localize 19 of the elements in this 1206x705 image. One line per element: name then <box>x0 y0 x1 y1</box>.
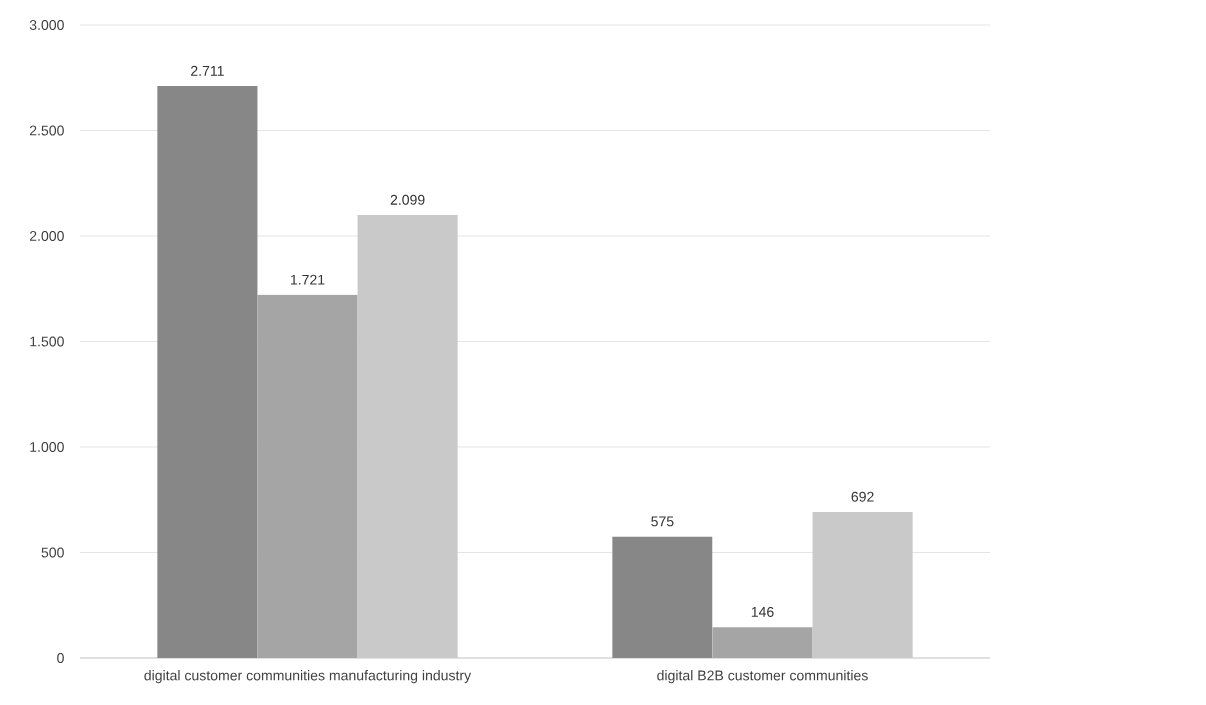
data-label: 2.711 <box>191 65 224 76</box>
bar <box>257 294 358 658</box>
bar <box>157 85 258 658</box>
y-tick-label: 0 <box>57 653 64 663</box>
y-tick-label: 2.500 <box>29 125 64 136</box>
bar <box>712 627 813 658</box>
data-label: 692 <box>851 491 874 502</box>
x-tick-label: digital B2B customer communities <box>657 670 868 684</box>
y-tick-label: 2.000 <box>29 231 64 241</box>
data-label: 146 <box>751 606 774 617</box>
x-tick-label: digital customer communities manufacturing industry <box>144 670 472 684</box>
y-tick-label: 500 <box>41 547 64 558</box>
y-tick-label: 1.000 <box>30 442 64 452</box>
data-label: 575 <box>651 516 674 527</box>
data-label: 1.721 <box>290 274 325 285</box>
bar <box>612 536 713 658</box>
y-tick-label: 1.500 <box>30 336 64 347</box>
y-tick-label: 3.000 <box>29 20 64 30</box>
data-label: 2.099 <box>390 194 425 205</box>
